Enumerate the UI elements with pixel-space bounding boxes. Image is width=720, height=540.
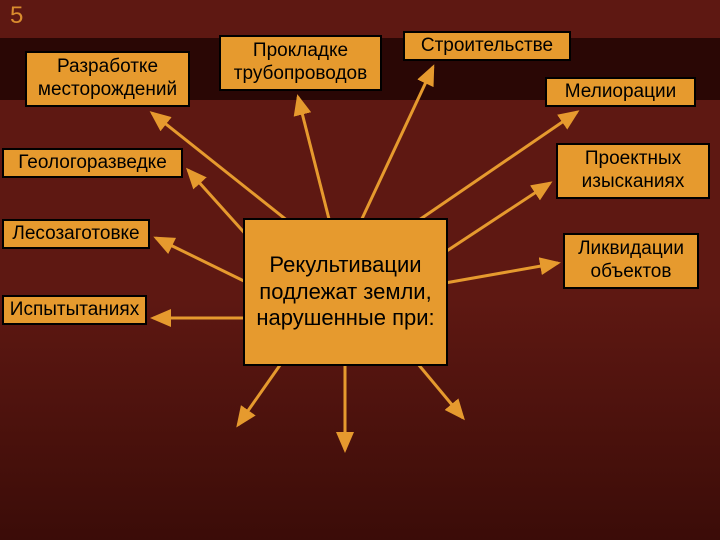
- arrow: [433, 183, 550, 260]
- arrow: [156, 238, 248, 283]
- node-likvidacii: Ликвидации объектов: [563, 233, 699, 289]
- node-prokladke: Прокладке трубопроводов: [219, 35, 382, 91]
- node-lesozagotovke: Лесозаготовке: [2, 219, 150, 249]
- arrow: [238, 358, 285, 425]
- arrow: [400, 112, 577, 233]
- slide-number: 5: [10, 2, 23, 30]
- node-proektnyh: Проектных изысканиях: [556, 143, 710, 199]
- arrow: [298, 97, 330, 223]
- node-razrabotke: Разработке месторождений: [25, 51, 190, 107]
- arrow: [413, 358, 463, 418]
- center-node: Рекультивации подлежат земли, нарушенные…: [243, 218, 448, 366]
- arrow: [445, 263, 558, 283]
- node-ispytaniyah: Испытытаниях: [2, 295, 147, 325]
- node-geologo: Геологоразведке: [2, 148, 183, 178]
- node-stroitelstve: Строительстве: [403, 31, 571, 61]
- node-melioracii: Мелиорации: [545, 77, 696, 107]
